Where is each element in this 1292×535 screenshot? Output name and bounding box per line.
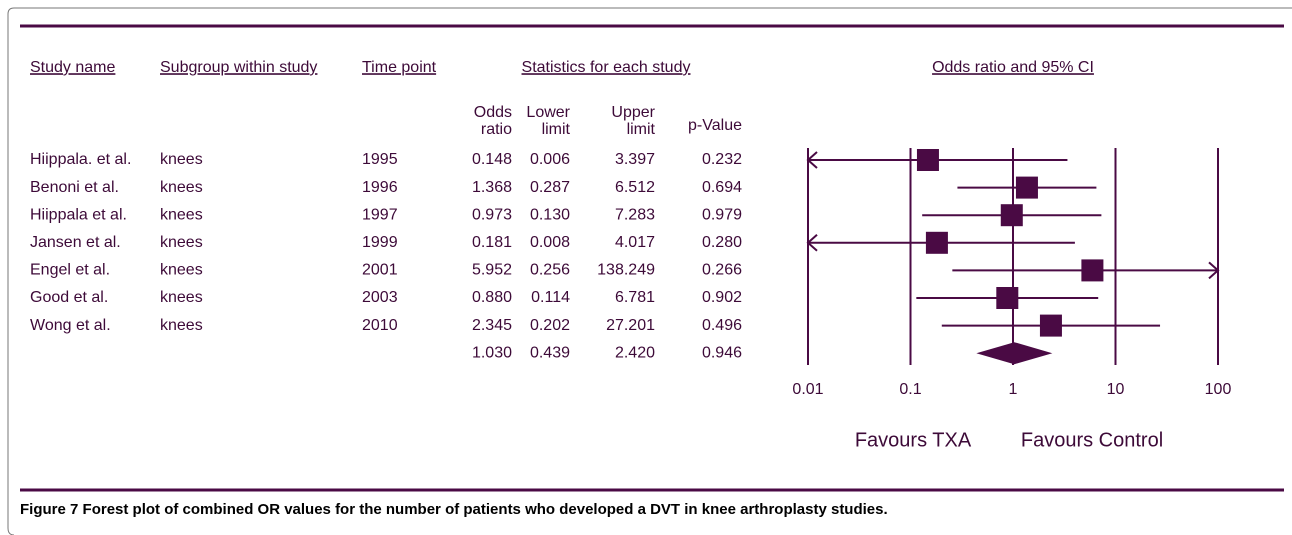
- point-estimate: [1000, 204, 1023, 227]
- point-estimate: [925, 231, 948, 254]
- subgroup: knees: [160, 317, 203, 334]
- header-line: Upper: [611, 104, 655, 121]
- point-estimate: [996, 287, 1019, 309]
- subgroup: knees: [160, 206, 203, 223]
- upper-limit: 3.397: [615, 151, 655, 168]
- p-value: 0.280: [702, 234, 742, 251]
- header-line: limit: [542, 121, 571, 138]
- upper-limit: 6.781: [615, 289, 655, 306]
- odds-ratio: 1.368: [472, 179, 512, 196]
- point-estimate: [1081, 259, 1104, 282]
- point-estimate: [1039, 314, 1062, 337]
- arrow: [1208, 261, 1220, 280]
- x-tick-label: 0.01: [792, 381, 823, 398]
- time-point: 1995: [362, 151, 398, 168]
- upper-limit: 27.201: [606, 317, 655, 334]
- lower-limit: 0.287: [530, 179, 570, 196]
- odds-ratio: 1.030: [472, 344, 512, 361]
- lower-limit: 0.130: [530, 206, 570, 223]
- x-tick-label: 1: [1009, 381, 1018, 398]
- header-line: ratio: [481, 121, 512, 138]
- header-line: limit: [627, 121, 656, 138]
- p-value: 0.232: [702, 151, 742, 168]
- upper-limit: 2.420: [615, 344, 655, 361]
- lower-limit: 0.439: [530, 344, 570, 361]
- frame: [7, 7, 1292, 490]
- lower-limit: 0.114: [531, 289, 570, 306]
- chart-title: Odds ratio and 95% CI: [932, 59, 1094, 76]
- header: Study name: [30, 59, 115, 76]
- header: Odds ratio: [474, 104, 512, 138]
- subgroup: knees: [160, 262, 203, 279]
- odds-ratio: 5.952: [472, 262, 512, 279]
- time-point: 1996: [362, 179, 398, 196]
- point-estimate: [1015, 176, 1038, 199]
- header: Statistics for each study: [522, 59, 691, 76]
- arrow: [806, 234, 818, 252]
- caption: Figure 7 Forest plot of combined OR valu…: [20, 501, 888, 518]
- upper-limit: 138.249: [597, 262, 655, 279]
- study-name: Wong et al.: [30, 317, 111, 334]
- favours-left: Favours TXA: [855, 429, 972, 451]
- lower-limit: 0.008: [530, 234, 570, 251]
- subgroup: knees: [160, 151, 203, 168]
- header-line: Lower: [526, 104, 570, 121]
- lower-limit: 0.256: [530, 262, 570, 279]
- favours-right: Favours Control: [1021, 429, 1163, 451]
- odds-ratio: 0.148: [472, 151, 512, 168]
- time-point: 1999: [362, 234, 398, 251]
- header: Upper limit: [611, 104, 655, 138]
- x-tick-label: 100: [1205, 381, 1232, 398]
- point-estimate: [916, 149, 939, 171]
- odds-ratio: 0.181: [472, 234, 512, 251]
- x-tick-label: 10: [1107, 381, 1125, 398]
- study-name: Benoni et al.: [30, 179, 119, 196]
- header: Lower limit: [526, 104, 570, 138]
- p-value: 0.902: [702, 289, 742, 306]
- time-point: 2003: [362, 289, 398, 306]
- p-value: 0.266: [702, 262, 742, 279]
- time-point: 2010: [362, 317, 398, 334]
- lower-limit: 0.006: [530, 151, 570, 168]
- odds-ratio: 0.973: [472, 206, 512, 223]
- upper-limit: 4.017: [615, 234, 655, 251]
- summary-diamond: [976, 342, 1053, 365]
- p-value: 0.694: [702, 179, 742, 196]
- p-value: 0.946: [702, 344, 742, 361]
- lower-limit: 0.202: [530, 317, 570, 334]
- p-value: 0.979: [702, 206, 742, 223]
- odds-ratio: 0.880: [472, 289, 512, 306]
- study-name: Engel et al.: [30, 262, 110, 279]
- arrow: [806, 151, 818, 169]
- study-name: Hiippala et al.: [30, 206, 127, 223]
- upper-limit: 7.283: [615, 206, 655, 223]
- caption-label: Figure 7: [20, 501, 78, 518]
- subgroup: knees: [160, 234, 203, 251]
- frame: [7, 490, 15, 535]
- odds-ratio: 2.345: [472, 317, 512, 334]
- subgroup: knees: [160, 289, 203, 306]
- subgroup: knees: [160, 179, 203, 196]
- x-tick-label: 0.1: [899, 381, 921, 398]
- header-line: Odds: [474, 104, 512, 121]
- time-point: 2001: [362, 262, 398, 279]
- caption-text: Forest plot of combined OR values for th…: [83, 501, 888, 518]
- header: Time point: [362, 59, 437, 76]
- upper-limit: 6.512: [615, 179, 655, 196]
- study-name: Hiippala. et al.: [30, 151, 131, 168]
- p-value: 0.496: [702, 317, 742, 334]
- study-name: Good et al.: [30, 289, 108, 306]
- header: Subgroup within study: [160, 59, 317, 76]
- time-point: 1997: [362, 206, 398, 223]
- study-name: Jansen et al.: [30, 234, 121, 251]
- header: p-Value: [688, 117, 742, 134]
